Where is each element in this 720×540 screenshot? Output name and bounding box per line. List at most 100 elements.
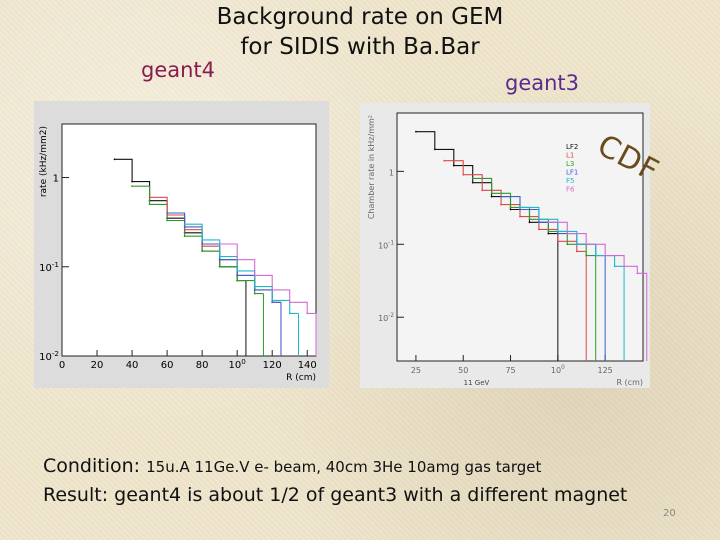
data-point <box>500 204 502 206</box>
title-line-1: Background rate on GEM <box>150 2 570 32</box>
condition-label: Condition: <box>43 455 140 477</box>
legend-entry: F6 <box>566 186 575 194</box>
data-point <box>434 148 436 150</box>
data-point <box>585 255 587 257</box>
page-number: 20 <box>663 508 676 519</box>
data-point <box>481 189 483 191</box>
data-point <box>149 196 151 198</box>
x-tick-label: 125 <box>598 366 613 375</box>
data-point <box>604 255 606 257</box>
x-tick-label: 40 <box>126 360 139 371</box>
geant4-label: geant4 <box>141 58 215 82</box>
data-point <box>472 178 474 180</box>
data-point <box>219 243 221 245</box>
energy-annotation: 11 GeV <box>464 379 490 387</box>
data-point <box>184 235 186 237</box>
x-tick-label: 100 <box>551 365 565 375</box>
x-tick-label: 120 <box>263 360 282 371</box>
data-point <box>166 214 168 216</box>
x-tick-label: 80 <box>196 360 209 371</box>
geant3-label: geant3 <box>505 71 579 95</box>
data-point <box>538 218 540 220</box>
data-point <box>184 223 186 225</box>
data-point <box>254 293 256 295</box>
data-point <box>538 229 540 231</box>
data-point <box>576 243 578 245</box>
data-point <box>547 221 549 223</box>
x-tick-label: 20 <box>91 360 104 371</box>
data-point <box>614 265 616 267</box>
data-point <box>236 275 238 277</box>
x-tick-label: 60 <box>161 360 174 371</box>
geant4-plot-canvas: 0 20 40 60 80 100 120 140 10-2 10-1 1 R (cm) rate (k… <box>34 101 329 388</box>
data-point <box>254 289 256 291</box>
data-point <box>166 220 168 222</box>
data-point <box>491 196 493 198</box>
data-point <box>201 243 203 245</box>
data-point <box>219 266 221 268</box>
y-tick-label: 1 <box>53 174 59 185</box>
data-point <box>131 181 133 183</box>
data-point <box>149 203 151 205</box>
data-point <box>519 216 521 218</box>
data-point <box>236 280 238 282</box>
data-point <box>576 250 578 252</box>
x-tick-label: 25 <box>411 366 421 375</box>
x-tick-label: 50 <box>458 366 468 375</box>
data-point <box>131 185 133 187</box>
data-point <box>184 229 186 231</box>
data-point <box>289 301 291 303</box>
data-point <box>254 275 256 277</box>
data-point <box>201 250 203 252</box>
x-tick-label: 140 <box>298 360 317 371</box>
data-point <box>510 207 512 209</box>
data-point <box>519 209 521 211</box>
legend-entry: L1 <box>566 152 574 160</box>
data-point <box>623 265 625 267</box>
data-point <box>472 182 474 184</box>
data-point <box>519 207 521 209</box>
data-point <box>500 196 502 198</box>
legend-entry: LF1 <box>566 169 578 177</box>
data-point <box>453 165 455 167</box>
data-point <box>547 233 549 235</box>
data-point <box>491 192 493 194</box>
data-point <box>166 212 168 214</box>
data-point <box>289 313 291 315</box>
plot-frame <box>62 124 316 356</box>
data-point <box>462 174 464 176</box>
y-tick-label: 1 <box>389 168 394 177</box>
data-point <box>538 221 540 223</box>
data-point <box>529 218 531 220</box>
x-tick-label: 75 <box>505 366 515 375</box>
x-axis-label: R (cm) <box>286 373 316 383</box>
data-point <box>595 255 597 257</box>
data-point <box>415 131 417 133</box>
y-tick-label: 10-1 <box>39 260 59 274</box>
data-point <box>184 226 186 228</box>
data-point <box>557 231 559 233</box>
condition-line: Condition: 15u.A 11Ge.V e- beam, 40cm 3H… <box>43 455 541 477</box>
data-point <box>566 243 568 245</box>
data-point <box>547 231 549 233</box>
data-point <box>529 221 531 223</box>
data-point <box>306 313 308 315</box>
legend-entry: F5 <box>566 177 574 185</box>
legend-entry: LF2 <box>566 143 578 151</box>
x-tick-label: 100 <box>229 357 247 371</box>
data-point <box>201 239 203 241</box>
data-point <box>271 289 273 291</box>
data-point <box>236 259 238 261</box>
data-point <box>114 158 116 160</box>
data-point <box>557 233 559 235</box>
data-point <box>271 301 273 303</box>
data-point <box>585 243 587 245</box>
data-point <box>557 240 559 242</box>
condition-text: 15u.A 11Ge.V e- beam, 40cm 3He 10amg gas… <box>146 458 541 476</box>
data-point <box>271 299 273 301</box>
y-tick-label: 10-2 <box>378 313 394 323</box>
y-axis-label: rate (kHz/mm2) <box>39 126 49 197</box>
y-tick-label: 10-2 <box>39 349 59 363</box>
x-axis-label: R (cm) <box>616 378 643 387</box>
data-point <box>636 272 638 274</box>
